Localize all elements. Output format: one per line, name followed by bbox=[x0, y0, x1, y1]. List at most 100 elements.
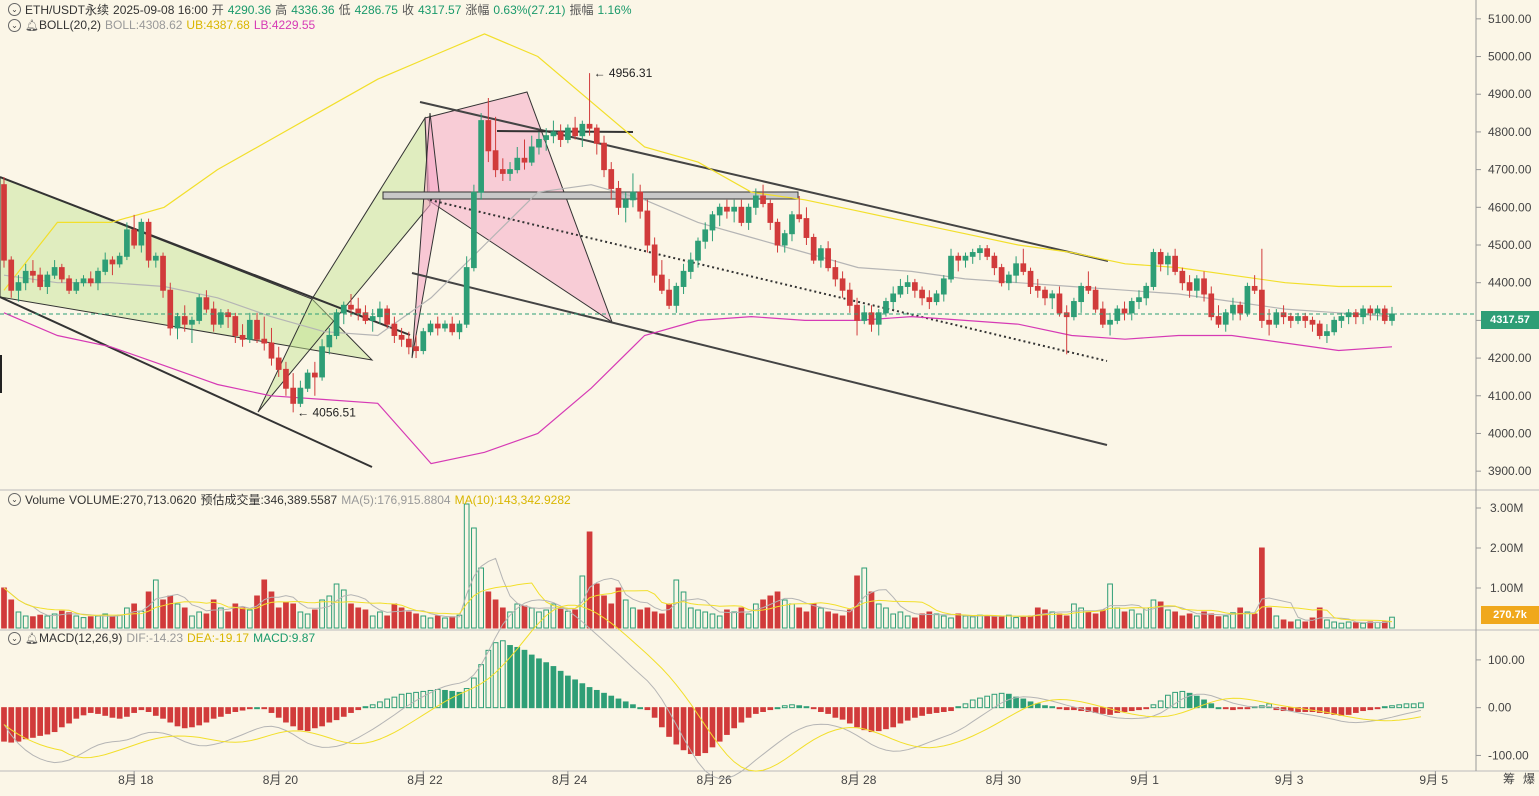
volume-bar bbox=[405, 611, 412, 629]
candle-body bbox=[290, 387, 297, 404]
macd-bar bbox=[962, 703, 969, 709]
volume-bar bbox=[716, 615, 723, 629]
macd-bar bbox=[969, 699, 976, 709]
candle-body bbox=[1324, 331, 1330, 336]
macd-bar bbox=[890, 707, 897, 728]
volume-bar bbox=[1006, 614, 1012, 629]
macd-bar bbox=[933, 707, 940, 713]
macd-bar bbox=[355, 707, 362, 711]
boll-lb-value: LB:4229.55 bbox=[253, 18, 316, 32]
candle-body bbox=[30, 270, 36, 276]
candle-body bbox=[138, 221, 145, 246]
high-price-annotation: ← 4956.31 bbox=[594, 66, 653, 80]
macd-bar bbox=[15, 707, 22, 742]
macd-bar bbox=[1367, 707, 1374, 711]
volume-bar bbox=[868, 591, 875, 629]
macd-bar bbox=[333, 707, 340, 721]
liquidation-tool-button[interactable]: 爆 bbox=[1522, 772, 1535, 786]
candle-body bbox=[181, 316, 188, 325]
collapse-chevron-icon[interactable]: ⌄ bbox=[8, 631, 21, 645]
chip-tool-button[interactable]: 筹 bbox=[1502, 772, 1515, 786]
volume-bar bbox=[615, 587, 622, 629]
macd-bar bbox=[565, 675, 571, 709]
macd-bar bbox=[984, 695, 991, 709]
volume-bar bbox=[326, 595, 333, 629]
time-tick-label: 9月 3 bbox=[1275, 773, 1304, 787]
volume-bar bbox=[1201, 611, 1207, 629]
candle-body bbox=[1295, 316, 1301, 321]
macd-bar bbox=[124, 707, 130, 717]
volume-bar bbox=[1027, 615, 1034, 629]
volume-bar bbox=[449, 616, 456, 629]
candle-body bbox=[218, 312, 224, 325]
volume-bar bbox=[312, 609, 318, 629]
volume-bar bbox=[724, 609, 730, 629]
price-tick-label: 5100.00 bbox=[1488, 12, 1532, 26]
candle-body bbox=[1099, 308, 1106, 325]
alert-bell-icon[interactable]: 🔔︎ bbox=[25, 632, 39, 645]
candle-body bbox=[557, 131, 564, 140]
macd-bar bbox=[731, 707, 737, 729]
close-value: 4317.57 bbox=[418, 2, 462, 17]
volume-bar bbox=[167, 595, 174, 629]
macd-bar bbox=[615, 698, 622, 709]
candle-body bbox=[420, 331, 427, 352]
macd-bar bbox=[319, 707, 325, 727]
candle-body bbox=[210, 308, 217, 325]
volume-bar bbox=[875, 603, 882, 629]
macd-bar bbox=[1, 707, 7, 742]
candle-body bbox=[405, 338, 412, 348]
volume-bar bbox=[1280, 619, 1287, 629]
candle-body bbox=[1128, 301, 1135, 314]
candle-body bbox=[731, 206, 737, 212]
macd-bar bbox=[528, 654, 535, 709]
price-legend: ⌄ ETH/USDT永续 2025-09-08 16:00 开 4290.36 … bbox=[8, 1, 632, 18]
candle-body bbox=[1121, 308, 1128, 314]
volume-bar bbox=[1114, 607, 1121, 629]
candle-body bbox=[774, 221, 781, 246]
volume-bar bbox=[333, 583, 340, 629]
volume-bar bbox=[572, 609, 578, 629]
collapse-chevron-icon[interactable]: ⌄ bbox=[8, 493, 21, 506]
candle-body bbox=[87, 278, 94, 284]
collapse-chevron-icon[interactable]: ⌄ bbox=[8, 3, 21, 16]
alert-bell-icon[interactable]: 🔔︎ bbox=[25, 19, 39, 32]
macd-bar bbox=[1063, 707, 1070, 711]
collapse-chevron-icon[interactable]: ⌄ bbox=[8, 18, 21, 32]
candle-body bbox=[868, 312, 875, 325]
candle-body bbox=[601, 142, 607, 171]
boll-name: BOLL(20,2) bbox=[38, 18, 102, 32]
macd-bar bbox=[275, 707, 282, 718]
macd-bar bbox=[499, 640, 506, 709]
macd-bar bbox=[145, 707, 152, 712]
volume-bar bbox=[926, 611, 933, 629]
volume-bar bbox=[275, 607, 282, 629]
macd-bar bbox=[883, 707, 889, 730]
candle-body bbox=[471, 191, 477, 269]
candle-body bbox=[955, 255, 962, 261]
candle-body bbox=[326, 334, 333, 348]
volume-bar bbox=[203, 613, 210, 629]
candle-body bbox=[1027, 270, 1034, 287]
price-tick-label: 4800.00 bbox=[1488, 125, 1532, 139]
volume-bar bbox=[1179, 615, 1186, 629]
candle-body bbox=[1013, 263, 1019, 276]
macd-bar bbox=[796, 705, 803, 709]
macd-bar bbox=[297, 707, 304, 731]
volume-bar bbox=[890, 613, 897, 629]
volume-bar bbox=[1259, 547, 1265, 629]
candle-body bbox=[152, 255, 159, 261]
volume-bar bbox=[536, 611, 542, 629]
estimated-volume: 预估成交量:346,389.5587 bbox=[200, 493, 338, 507]
volume-bar bbox=[659, 613, 665, 629]
macd-bar bbox=[1287, 707, 1294, 712]
candle-body bbox=[752, 195, 759, 208]
volume-bar bbox=[955, 613, 962, 629]
volume-name: Volume bbox=[25, 492, 66, 507]
macd-tick-label: 0.00 bbox=[1488, 701, 1512, 715]
volume-bar bbox=[1251, 613, 1258, 629]
macd-bar bbox=[1150, 704, 1157, 709]
macd-bar bbox=[174, 707, 181, 727]
